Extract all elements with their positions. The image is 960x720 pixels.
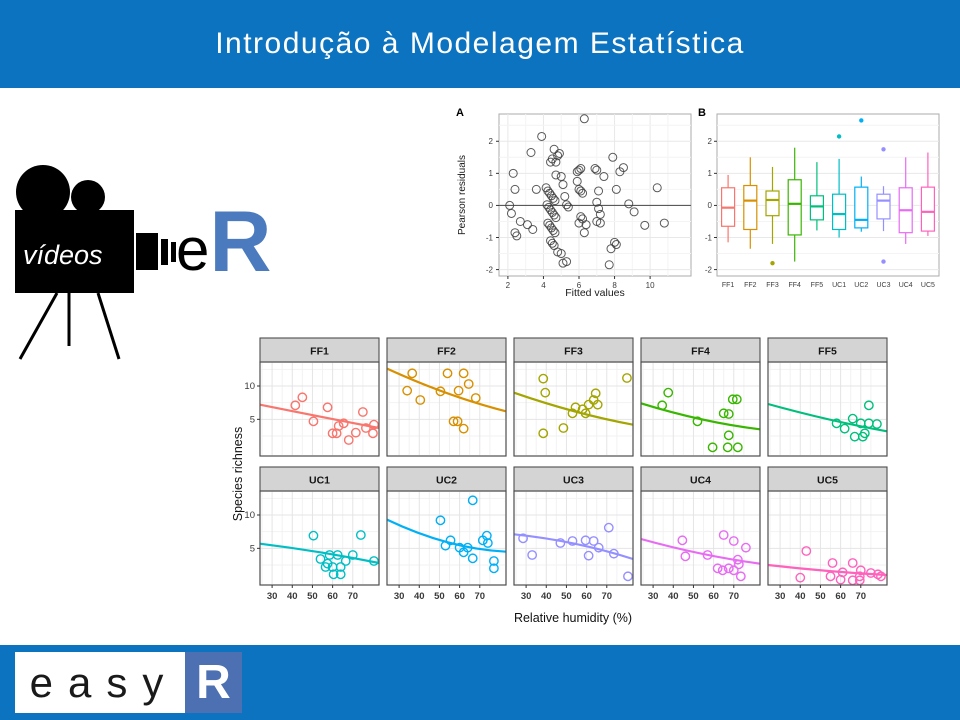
header-band: Introdução à Modelagem Estatística xyxy=(0,0,960,88)
svg-text:30: 30 xyxy=(648,591,659,602)
svg-text:FF3: FF3 xyxy=(766,282,779,289)
svg-text:0: 0 xyxy=(708,201,713,210)
svg-text:4: 4 xyxy=(541,281,546,290)
svg-text:40: 40 xyxy=(795,591,806,602)
svg-text:1: 1 xyxy=(708,169,713,178)
residuals-boxplot: FF1 FF2 FF3 FF4 FF5 UC1 UC2 UC3 UC4 UC5 -2 -1 0 1 2 B xyxy=(697,104,945,302)
svg-text:Pearson residuals: Pearson residuals xyxy=(457,155,468,235)
svg-text:5: 5 xyxy=(250,414,255,425)
svg-text:50: 50 xyxy=(434,591,445,602)
svg-text:UC2: UC2 xyxy=(436,475,457,487)
easyr-logo-letters: easy xyxy=(29,658,179,706)
svg-text:60: 60 xyxy=(327,591,338,602)
svg-text:40: 40 xyxy=(668,591,679,602)
easyr-logo-r-box: R xyxy=(185,652,242,713)
easyr-logo-r: R xyxy=(196,656,231,709)
svg-text:Species richness: Species richness xyxy=(231,427,245,522)
svg-text:70: 70 xyxy=(474,591,485,602)
svg-text:70: 70 xyxy=(855,591,866,602)
er-logo: e R xyxy=(176,192,272,291)
svg-text:FF1: FF1 xyxy=(722,282,735,289)
camera-body xyxy=(15,210,134,293)
svg-text:40: 40 xyxy=(287,591,298,602)
camera-lens-ring-1 xyxy=(161,239,168,265)
svg-text:50: 50 xyxy=(561,591,572,602)
camera-lens-ring-2 xyxy=(171,242,176,262)
svg-text:-1: -1 xyxy=(705,233,713,242)
svg-text:UC1: UC1 xyxy=(832,282,846,289)
camera-lens xyxy=(136,233,158,270)
svg-text:30: 30 xyxy=(521,591,532,602)
svg-text:50: 50 xyxy=(815,591,826,602)
svg-text:UC5: UC5 xyxy=(817,475,838,487)
svg-text:-2: -2 xyxy=(705,265,713,274)
species-richness-facet-plot: FF1 5 10 FF2 FF3 FF4 FF5 UC1 30 40 50 60 70 5 10 UC2 30 4… xyxy=(230,334,892,630)
svg-text:5: 5 xyxy=(250,543,255,554)
svg-text:40: 40 xyxy=(414,591,425,602)
svg-text:FF1: FF1 xyxy=(310,346,329,358)
svg-text:-1: -1 xyxy=(486,233,494,242)
slide-title: Introdução à Modelagem Estatística xyxy=(215,27,745,60)
svg-text:30: 30 xyxy=(394,591,405,602)
svg-text:2: 2 xyxy=(489,137,494,146)
svg-text:60: 60 xyxy=(454,591,465,602)
svg-text:1: 1 xyxy=(489,169,494,178)
svg-text:UC4: UC4 xyxy=(899,282,913,289)
svg-text:60: 60 xyxy=(581,591,592,602)
svg-text:60: 60 xyxy=(708,591,719,602)
svg-text:70: 70 xyxy=(601,591,612,602)
svg-text:FF2: FF2 xyxy=(437,346,456,358)
er-logo-e: e xyxy=(176,216,210,283)
video-camera-icon: vídeos xyxy=(15,165,176,360)
svg-text:UC3: UC3 xyxy=(876,282,890,289)
svg-text:A: A xyxy=(456,107,464,119)
svg-text:60: 60 xyxy=(835,591,846,602)
svg-text:FF2: FF2 xyxy=(744,282,757,289)
svg-text:FF4: FF4 xyxy=(788,282,801,289)
camera-reel-small xyxy=(71,180,105,214)
svg-text:FF5: FF5 xyxy=(811,282,824,289)
svg-text:FF5: FF5 xyxy=(818,346,837,358)
pearson-residuals-scatter-plot: 2 4 6 8 10 -2 -1 0 1 2 Fitted values Pearson residu… xyxy=(455,104,697,302)
svg-text:0: 0 xyxy=(489,201,494,210)
svg-text:10: 10 xyxy=(244,510,255,521)
svg-text:FF4: FF4 xyxy=(691,346,710,358)
svg-text:2: 2 xyxy=(708,137,713,146)
svg-text:Fitted values: Fitted values xyxy=(565,287,625,299)
svg-text:-2: -2 xyxy=(486,265,494,274)
svg-text:6: 6 xyxy=(577,281,582,290)
svg-text:2: 2 xyxy=(506,281,511,290)
svg-text:30: 30 xyxy=(267,591,278,602)
camera-reel-large xyxy=(16,165,70,219)
tripod-leg-left xyxy=(18,292,59,360)
tripod-leg-right xyxy=(96,292,121,360)
svg-text:FF3: FF3 xyxy=(564,346,583,358)
svg-text:UC4: UC4 xyxy=(690,475,711,487)
svg-text:70: 70 xyxy=(347,591,358,602)
videos-label: vídeos xyxy=(23,240,103,270)
svg-text:Relative humidity (%): Relative humidity (%) xyxy=(514,611,632,625)
svg-text:UC1: UC1 xyxy=(309,475,330,487)
er-logo-r: R xyxy=(209,194,272,291)
svg-text:50: 50 xyxy=(688,591,699,602)
svg-text:30: 30 xyxy=(775,591,786,602)
svg-text:8: 8 xyxy=(612,281,617,290)
svg-text:UC2: UC2 xyxy=(854,282,868,289)
svg-text:50: 50 xyxy=(307,591,318,602)
svg-text:B: B xyxy=(698,107,706,119)
svg-text:10: 10 xyxy=(244,381,255,392)
svg-text:UC5: UC5 xyxy=(921,282,935,289)
svg-text:40: 40 xyxy=(541,591,552,602)
svg-text:70: 70 xyxy=(728,591,739,602)
svg-text:10: 10 xyxy=(646,281,655,290)
easyr-logo: easy R xyxy=(15,652,242,713)
svg-text:UC3: UC3 xyxy=(563,475,584,487)
